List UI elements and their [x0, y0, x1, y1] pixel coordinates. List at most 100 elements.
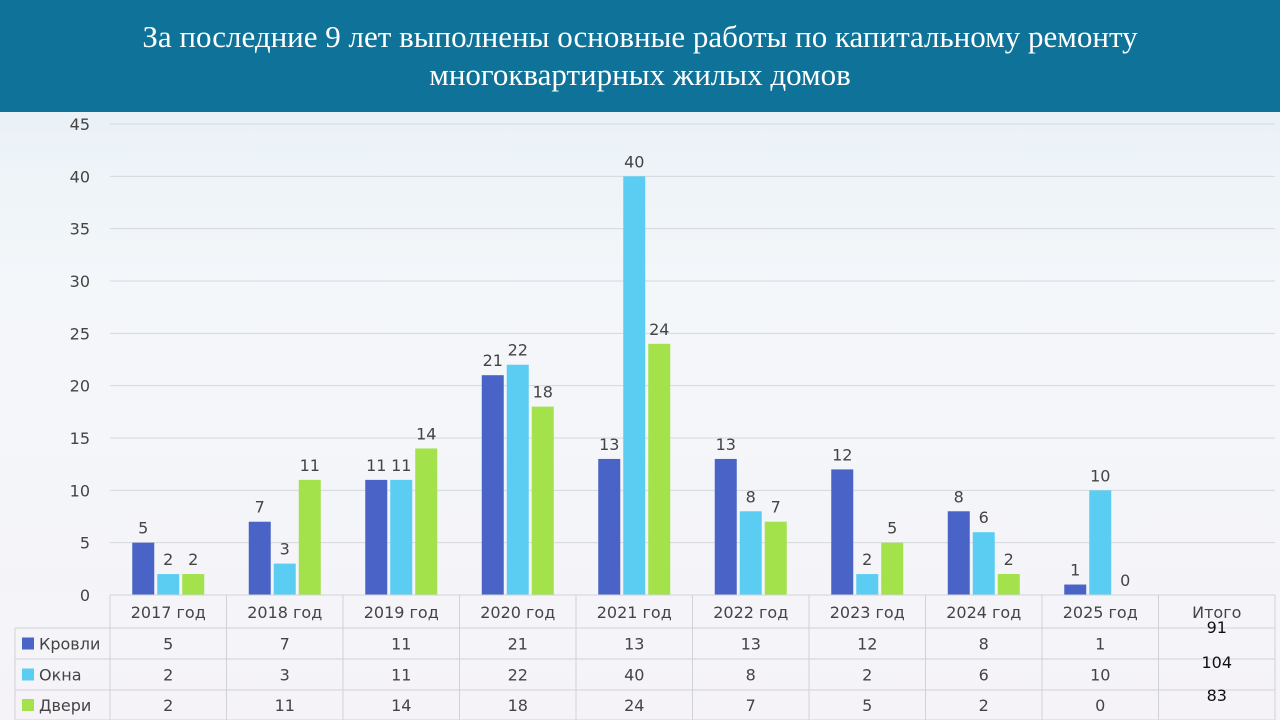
data-label: 13	[599, 435, 619, 454]
total-value: 83	[1207, 686, 1227, 705]
bar-Двери	[764, 521, 787, 595]
data-label: 0	[1120, 571, 1130, 590]
bar-Окна	[972, 532, 995, 595]
bar-Двери	[648, 343, 671, 595]
table-cell: 21	[508, 635, 528, 654]
legend-swatch	[22, 699, 34, 711]
bar-Двери	[182, 574, 205, 595]
table-cell: 5	[862, 696, 872, 715]
y-tick-label: 15	[70, 429, 90, 448]
bar-Кровли	[132, 542, 155, 595]
category-label: 2023 год	[830, 603, 905, 622]
title-banner: За последние 9 лет выполнены основные ра…	[0, 0, 1280, 112]
legend-swatch	[22, 637, 34, 650]
table-cell: 11	[391, 666, 411, 685]
table-cell: 22	[508, 666, 528, 685]
data-label: 7	[771, 498, 781, 517]
table-cell: 3	[280, 666, 290, 685]
table-cell: 2	[979, 696, 989, 715]
table-cell: 8	[979, 635, 989, 654]
table-cell: 8	[746, 666, 756, 685]
table-cell: 18	[508, 696, 528, 715]
data-label: 21	[483, 351, 503, 370]
table-cell: 5	[163, 635, 173, 654]
data-label: 7	[255, 498, 265, 517]
legend-label: Двери	[39, 696, 91, 715]
data-label: 2	[862, 550, 872, 569]
table-cell: 6	[979, 666, 989, 685]
data-label: 13	[716, 435, 736, 454]
category-label: 2018 год	[247, 603, 322, 622]
category-label: 2025 год	[1063, 603, 1138, 622]
table-cell: 13	[624, 635, 644, 654]
data-label: 11	[366, 456, 386, 475]
bar-Окна	[390, 479, 413, 595]
table-cell: 2	[163, 666, 173, 685]
bar-Двери	[531, 406, 554, 595]
bar-Окна	[623, 176, 646, 596]
legend-label: Окна	[39, 666, 82, 685]
data-label: 8	[746, 487, 756, 506]
category-label: 2017 год	[131, 603, 206, 622]
bar-Кровли	[365, 479, 388, 595]
y-tick-label: 10	[70, 481, 90, 500]
table-cell: 1	[1095, 635, 1105, 654]
bar-Кровли	[598, 458, 621, 595]
total-value: 104	[1201, 653, 1232, 672]
y-tick-label: 20	[70, 377, 90, 396]
bar-Двери	[881, 542, 904, 595]
legend-swatch	[22, 668, 34, 681]
data-label: 18	[533, 383, 553, 402]
table-cell: 14	[391, 696, 411, 715]
table-cell: 11	[275, 696, 295, 715]
y-tick-label: 35	[70, 220, 90, 239]
table-cell: 2	[862, 666, 872, 685]
bar-Двери	[415, 448, 438, 595]
category-label: 2020 год	[480, 603, 555, 622]
data-label: 6	[979, 508, 989, 527]
table-cell: 0	[1095, 696, 1105, 715]
table-cell: 12	[857, 635, 877, 654]
category-label: Итого	[1192, 603, 1241, 622]
data-label: 40	[624, 152, 644, 171]
bar-Кровли	[714, 458, 737, 595]
legend-label: Кровли	[39, 635, 100, 654]
data-label: 12	[832, 445, 852, 464]
bar-Кровли	[1064, 584, 1087, 595]
data-label: 5	[138, 519, 148, 538]
table-cell: 13	[741, 635, 761, 654]
y-tick-label: 45	[70, 115, 90, 134]
bar-Окна	[273, 563, 296, 595]
data-label: 8	[954, 487, 964, 506]
bar-Окна	[506, 364, 529, 595]
bar-Кровли	[831, 469, 854, 595]
table-cell: 7	[746, 696, 756, 715]
data-label: 2	[1004, 550, 1014, 569]
category-label: 2024 год	[946, 603, 1021, 622]
data-label: 11	[300, 456, 320, 475]
data-label: 5	[887, 519, 897, 538]
bar-Кровли	[481, 375, 504, 595]
data-label: 24	[649, 320, 669, 339]
slide-title: За последние 9 лет выполнены основные ра…	[142, 19, 1138, 92]
total-value: 91	[1207, 618, 1227, 637]
data-label: 1	[1070, 561, 1080, 580]
bar-Окна	[856, 574, 879, 595]
table-cell: 7	[280, 635, 290, 654]
bar-Окна	[157, 574, 180, 595]
y-tick-label: 0	[80, 586, 90, 605]
data-label: 2	[163, 550, 173, 569]
data-label: 14	[416, 424, 436, 443]
table-cell: 40	[624, 666, 644, 685]
table-cell: 10	[1090, 666, 1110, 685]
category-label: 2021 год	[597, 603, 672, 622]
y-tick-label: 40	[70, 167, 90, 186]
bar-Двери	[997, 574, 1020, 595]
bar-Кровли	[248, 521, 271, 595]
data-label: 10	[1090, 466, 1110, 485]
table-cell: 11	[391, 635, 411, 654]
y-tick-label: 25	[70, 324, 90, 343]
table-cell: 24	[624, 696, 644, 715]
data-label: 2	[188, 550, 198, 569]
